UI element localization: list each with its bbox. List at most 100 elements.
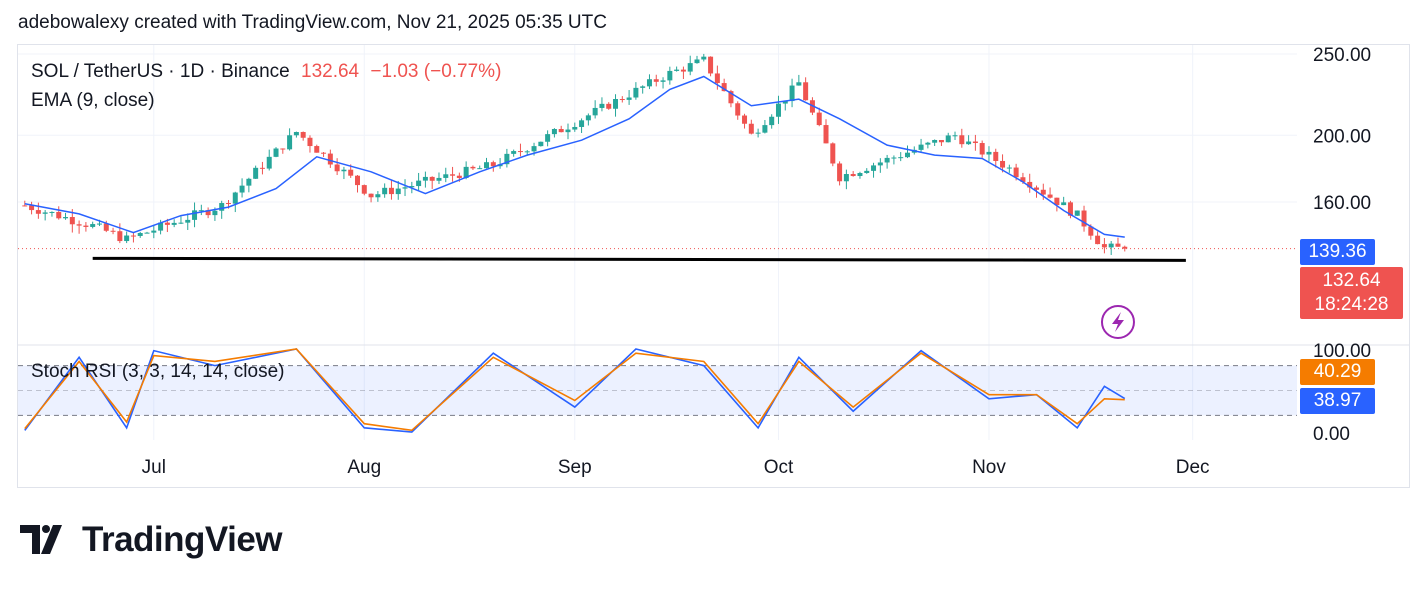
candle-body bbox=[565, 129, 571, 133]
candle-body bbox=[416, 180, 422, 187]
candle-body bbox=[110, 230, 116, 232]
candle-body bbox=[117, 231, 123, 242]
candle-body bbox=[511, 151, 517, 154]
candle-body bbox=[185, 219, 191, 223]
candle-body bbox=[164, 222, 170, 225]
candle-body bbox=[205, 210, 211, 216]
symbol-legend[interactable]: SOL / TetherUS · 1D · Binance 132.64 −1.… bbox=[31, 61, 501, 83]
candle-body bbox=[225, 203, 231, 205]
candle-body bbox=[796, 82, 802, 86]
candle-body bbox=[687, 63, 693, 72]
candle-body bbox=[422, 176, 428, 181]
stoch-d-line bbox=[24, 348, 1125, 432]
candle-body bbox=[952, 135, 958, 137]
candle-body bbox=[1115, 243, 1121, 247]
candle-body bbox=[1020, 177, 1026, 182]
candle-body bbox=[633, 87, 639, 98]
candle-body bbox=[300, 132, 306, 138]
candle-body bbox=[1101, 244, 1107, 248]
candle-body bbox=[341, 169, 347, 172]
stoch-axis-label: 100.00 bbox=[1313, 341, 1371, 362]
candle-body bbox=[130, 235, 136, 237]
candle-body bbox=[945, 135, 951, 143]
candle-body bbox=[90, 224, 96, 227]
ema-legend[interactable]: EMA (9, close) bbox=[31, 90, 155, 111]
price-axis-label: 160.00 bbox=[1313, 193, 1371, 214]
candle-body bbox=[701, 56, 707, 60]
candle-body bbox=[755, 132, 761, 134]
candle-body bbox=[613, 99, 619, 109]
candle-body bbox=[993, 151, 999, 161]
candle-body bbox=[232, 192, 238, 204]
candle-body bbox=[395, 188, 401, 195]
support-line bbox=[92, 256, 1186, 262]
candle-body bbox=[708, 56, 714, 74]
chart-frame[interactable] bbox=[17, 44, 1410, 488]
candle-body bbox=[782, 101, 788, 104]
x-axis-label: Nov bbox=[972, 457, 1006, 478]
price-change-value: −1.03 (−0.77%) bbox=[370, 61, 502, 82]
candle-body bbox=[35, 210, 41, 214]
candle-body bbox=[490, 162, 496, 167]
x-axis-label: Dec bbox=[1176, 457, 1210, 478]
candle-body bbox=[572, 126, 578, 130]
candle-body bbox=[124, 235, 130, 242]
candle-body bbox=[735, 103, 741, 116]
candle-body bbox=[239, 185, 245, 193]
candle-body bbox=[382, 187, 388, 195]
last-price-tag-value: 132.64 bbox=[1322, 270, 1381, 291]
candle-body bbox=[843, 174, 849, 182]
candle-body bbox=[667, 70, 673, 81]
candle-body bbox=[56, 211, 62, 219]
candle-body bbox=[742, 115, 748, 124]
candle-body bbox=[348, 169, 354, 176]
candle-body bbox=[388, 187, 394, 195]
candle-body bbox=[293, 132, 299, 136]
candle-body bbox=[606, 103, 612, 109]
stoch-k-tag: 40.29 bbox=[1300, 359, 1375, 385]
candle-body bbox=[178, 222, 184, 224]
candle-body bbox=[1034, 187, 1039, 190]
candle-body bbox=[558, 129, 564, 133]
candle-body bbox=[42, 212, 48, 214]
candle-body bbox=[1061, 202, 1067, 206]
candle-body bbox=[450, 174, 456, 176]
candle-body bbox=[959, 135, 965, 145]
candle-body bbox=[63, 217, 69, 219]
price-axis-label: 200.00 bbox=[1313, 126, 1371, 147]
candle-body bbox=[137, 233, 143, 236]
candle-body bbox=[775, 103, 781, 117]
candle-body bbox=[409, 186, 415, 188]
candle-body bbox=[171, 222, 177, 225]
candle-body bbox=[273, 148, 279, 157]
last-price-tag: 132.64 18:24:28 bbox=[1300, 267, 1403, 319]
candle-body bbox=[429, 176, 435, 181]
candle-body bbox=[979, 143, 985, 155]
tradingview-logo[interactable]: TradingView bbox=[20, 520, 283, 560]
candle-body bbox=[674, 69, 680, 71]
countdown-timer: 18:24:28 bbox=[1314, 294, 1389, 315]
x-axis-label: Oct bbox=[764, 457, 794, 478]
candle-body bbox=[823, 125, 829, 144]
candle-body bbox=[198, 210, 204, 212]
candle-body bbox=[694, 59, 700, 64]
candle-body bbox=[1047, 194, 1053, 198]
candle-body bbox=[280, 148, 286, 150]
candle-body bbox=[762, 125, 768, 133]
candle-body bbox=[355, 175, 360, 186]
candle-body bbox=[640, 86, 646, 88]
candle-body bbox=[646, 79, 652, 87]
candle-body bbox=[871, 165, 877, 171]
candle-body bbox=[877, 162, 883, 166]
candle-body bbox=[158, 222, 164, 231]
candle-body bbox=[1006, 167, 1012, 169]
candle-body bbox=[1013, 167, 1019, 178]
candle-body bbox=[925, 142, 931, 145]
candle-body bbox=[1054, 197, 1060, 206]
candle-body bbox=[287, 135, 293, 150]
candle-body bbox=[728, 91, 734, 104]
last-price-value: 132.64 bbox=[301, 61, 360, 82]
candle-body bbox=[660, 80, 666, 82]
stoch-rsi-legend[interactable]: Stoch RSI (3, 3, 14, 14, close) bbox=[31, 361, 285, 382]
